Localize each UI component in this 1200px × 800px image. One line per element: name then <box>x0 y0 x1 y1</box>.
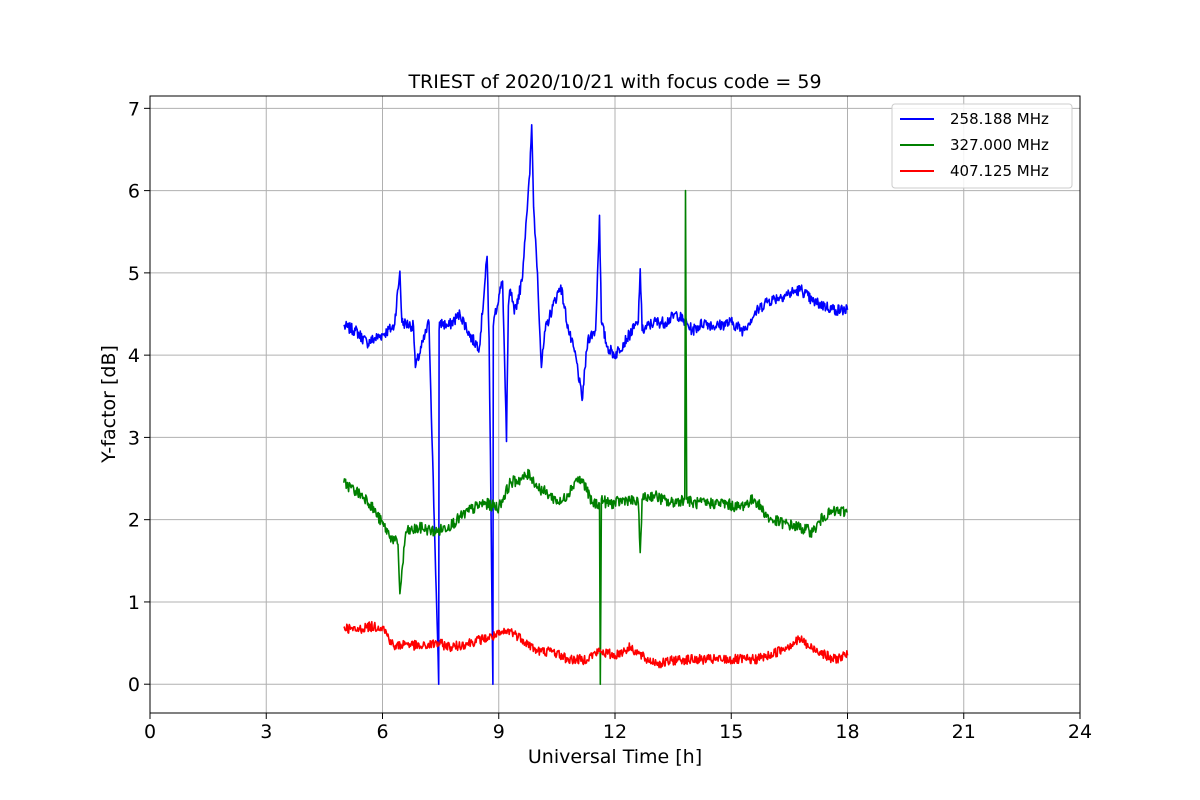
x-tick-label: 15 <box>719 721 743 743</box>
y-axis-label: Y-factor [dB] <box>98 345 120 464</box>
y-tick-label: 7 <box>128 98 140 120</box>
y-tick-label: 2 <box>128 510 140 532</box>
x-tick-label: 21 <box>952 721 976 743</box>
legend-entry: 327.000 MHz <box>950 136 1049 154</box>
x-tick-label: 6 <box>376 721 388 743</box>
legend-entry: 258.188 MHz <box>950 110 1049 128</box>
x-axis-label: Universal Time [h] <box>528 746 702 768</box>
legend-box <box>891 103 1073 189</box>
x-tick-label: 12 <box>603 721 627 743</box>
x-tick-label: 18 <box>835 721 859 743</box>
grid <box>149 96 1081 713</box>
x-tick-label: 3 <box>260 721 272 743</box>
series-line-2 <box>343 189 848 685</box>
legend-entry: 407.125 MHz <box>950 162 1049 180</box>
y-tick-label: 3 <box>128 427 140 449</box>
y-tick-label: 0 <box>128 674 140 696</box>
x-axis-ticks: 0 3 6 9 12 15 18 21 24 <box>144 713 1092 743</box>
y-axis-ticks: 0 1 2 3 4 5 6 7 <box>128 98 150 696</box>
y-tick-label: 1 <box>128 592 140 614</box>
y-tick-label: 6 <box>128 181 140 203</box>
series-group <box>343 124 849 685</box>
x-tick-label: 24 <box>1068 721 1092 743</box>
legend: 258.188 MHz 327.000 MHz 407.125 MHz <box>891 103 1073 189</box>
y-tick-label: 4 <box>128 345 140 367</box>
x-tick-label: 9 <box>493 721 505 743</box>
x-tick-label: 0 <box>144 721 156 743</box>
series-line-3 <box>343 620 849 669</box>
chart-title: TRIEST of 2020/10/21 with focus code = 5… <box>407 71 821 93</box>
y-tick-label: 5 <box>128 263 140 285</box>
series-line-1 <box>343 124 849 685</box>
